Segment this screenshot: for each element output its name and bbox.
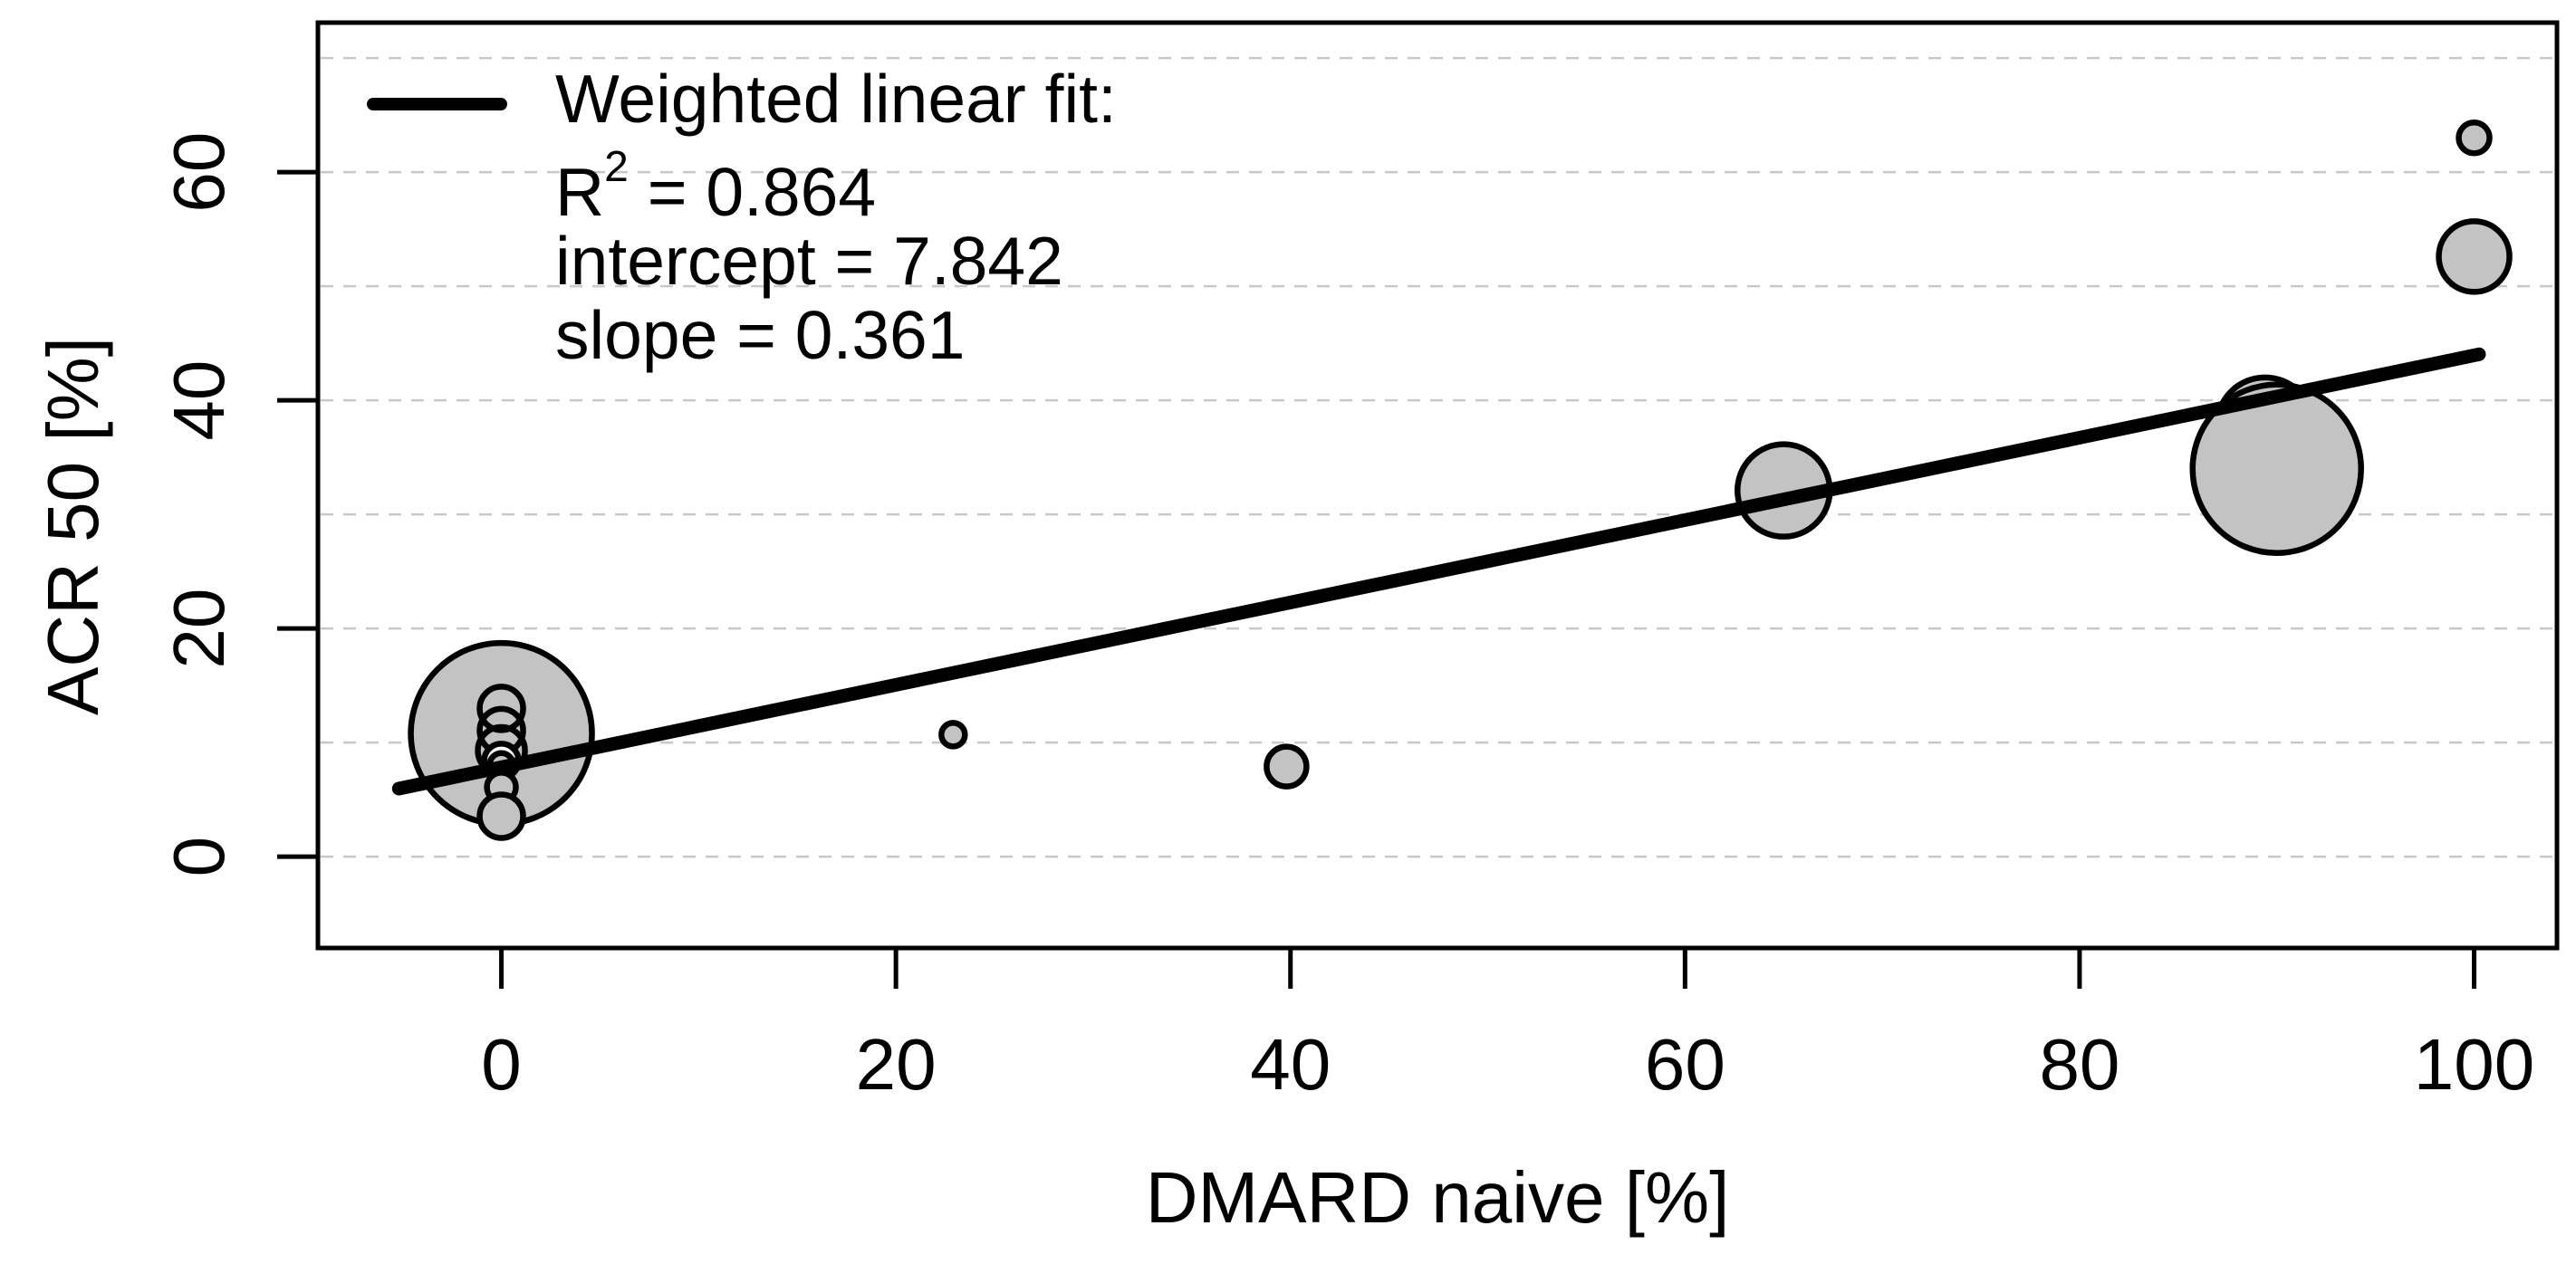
x-tick-label: 80 <box>2039 1024 2119 1105</box>
y-tick-label: 60 <box>159 132 239 213</box>
x-axis-label: DMARD naive [%] <box>1146 1157 1730 1238</box>
y-tick-label: 0 <box>159 837 239 877</box>
data-point-bubble <box>476 791 526 841</box>
data-point-bubble <box>938 720 968 750</box>
y-tick-label: 20 <box>159 589 239 669</box>
legend: Weighted linear fit: R2 = 0.864 intercep… <box>367 61 1117 373</box>
x-tick-label: 0 <box>481 1024 522 1105</box>
data-point-bubble <box>2189 381 2364 556</box>
plot-box <box>315 20 2560 951</box>
fit-line-segment <box>391 347 2486 796</box>
data-point-bubble <box>2456 120 2493 157</box>
legend-r-squared: R2 = 0.864 <box>555 143 876 230</box>
data-point-bubble <box>1264 743 1310 790</box>
legend-title: Weighted linear fit: <box>555 61 1117 137</box>
x-tick-label: 20 <box>856 1024 937 1105</box>
x-tick-label: 100 <box>2414 1024 2534 1105</box>
legend-slope: slope = 0.361 <box>555 297 965 373</box>
y-tick-label: 40 <box>159 360 239 441</box>
data-point-bubble <box>476 684 526 733</box>
x-tick-label: 40 <box>1250 1024 1331 1105</box>
data-point-bubble <box>2436 218 2513 295</box>
data-points <box>408 120 2513 841</box>
x-tick-label: 60 <box>1645 1024 1725 1105</box>
legend-intercept: intercept = 7.842 <box>555 223 1063 299</box>
y-axis-ticks: 0 20 40 60 <box>159 132 318 877</box>
y-axis-label: ACR 50 [%] <box>33 337 113 715</box>
gridlines <box>321 56 2554 858</box>
x-axis-ticks: 0 20 40 60 80 100 <box>481 948 2534 1105</box>
fit-line <box>391 347 2486 796</box>
